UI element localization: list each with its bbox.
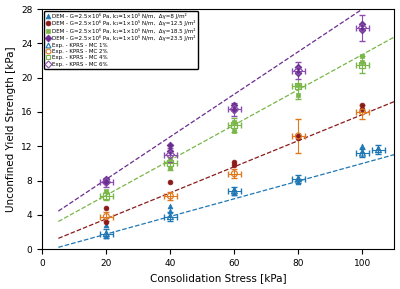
Point — [167, 153, 174, 157]
Point — [295, 135, 302, 140]
Point — [231, 191, 238, 196]
Point — [103, 188, 110, 193]
Point — [103, 177, 110, 181]
Point — [231, 108, 238, 112]
Point — [359, 62, 366, 67]
Point — [103, 194, 110, 198]
Point — [167, 204, 174, 209]
Point — [103, 214, 110, 219]
Point — [359, 54, 366, 59]
Point — [295, 134, 302, 138]
Point — [359, 107, 366, 112]
Point — [231, 171, 238, 176]
Point — [103, 231, 110, 236]
X-axis label: Consolidation Stress [kPa]: Consolidation Stress [kPa] — [150, 273, 287, 284]
Point — [295, 177, 302, 181]
Point — [103, 206, 110, 210]
Point — [359, 26, 366, 30]
Point — [295, 92, 302, 97]
Y-axis label: Unconfined Yield Strength [kPa]: Unconfined Yield Strength [kPa] — [6, 46, 16, 212]
Point — [359, 144, 366, 149]
Point — [295, 84, 302, 88]
Point — [295, 68, 302, 73]
Point — [231, 187, 238, 191]
Point — [295, 134, 302, 138]
Point — [375, 147, 382, 152]
Point — [167, 180, 174, 185]
Point — [103, 180, 110, 185]
Point — [295, 176, 302, 180]
Point — [231, 188, 238, 193]
Point — [231, 123, 238, 127]
Point — [103, 234, 110, 239]
Point — [103, 219, 110, 224]
Point — [295, 71, 302, 76]
Point — [359, 28, 366, 33]
Point — [359, 60, 366, 64]
Point — [167, 157, 174, 162]
Point — [231, 120, 238, 125]
Point — [167, 194, 174, 198]
Point — [295, 82, 302, 87]
Point — [359, 151, 366, 155]
Legend: DEM - G=2.5×10⁶ Pa, k₁≈1×10⁵ N/m,  Δγ=8 J/m², DEM - G=2.5×10⁶ Pa, k₁≈1×10⁵ N/m, : DEM - G=2.5×10⁶ Pa, k₁≈1×10⁵ N/m, Δγ=8 J… — [44, 11, 198, 69]
Point — [167, 214, 174, 219]
Point — [167, 161, 174, 166]
Point — [231, 107, 238, 112]
Point — [359, 103, 366, 108]
Point — [231, 160, 238, 164]
Point — [375, 146, 382, 150]
Point — [167, 165, 174, 170]
Point — [167, 208, 174, 213]
Point — [103, 223, 110, 227]
Point — [359, 110, 366, 114]
Point — [231, 163, 238, 167]
Point — [359, 22, 366, 27]
Point — [359, 148, 366, 153]
Point — [295, 180, 302, 185]
Point — [167, 148, 174, 153]
Point — [167, 142, 174, 147]
Point — [295, 65, 302, 70]
Point — [103, 180, 110, 185]
Point — [231, 103, 238, 108]
Point — [231, 129, 238, 133]
